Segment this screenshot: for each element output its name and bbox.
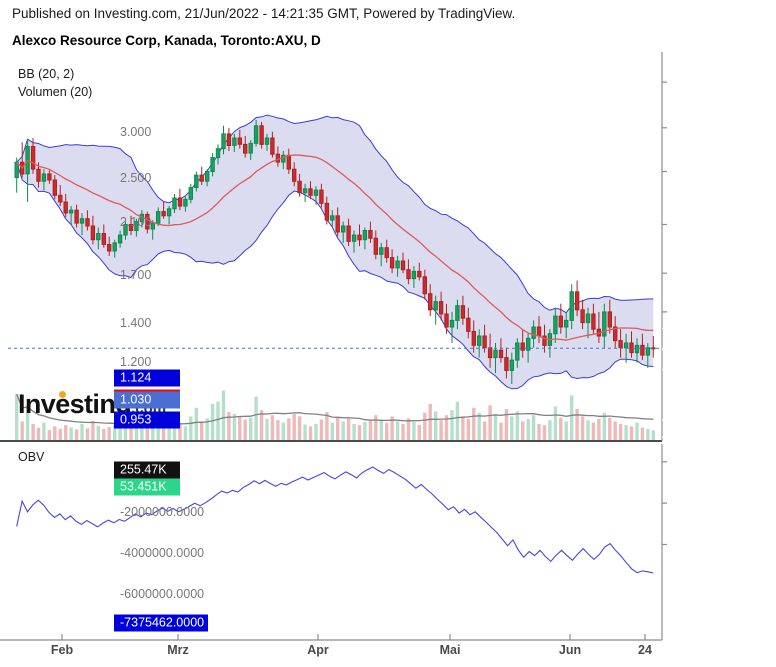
published-line: Published on Investing.com, 21/Jun/2022 …: [12, 6, 516, 21]
time-axis-label: Mai: [439, 643, 461, 657]
price-badge[interactable]: 53.451K: [114, 478, 180, 496]
obv-axis-tick: -2000000.0000: [120, 504, 205, 519]
price-axis-tick: 2.100: [120, 214, 152, 229]
price-badge[interactable]: 255.47K: [114, 461, 180, 479]
price-axis-tick: 3.000: [120, 125, 152, 140]
obv-badge[interactable]: -7375462.0000: [114, 614, 209, 632]
price-badge[interactable]: 1.124: [114, 369, 180, 387]
chart-canvas[interactable]: [0, 50, 776, 662]
time-axis-label: Apr: [307, 643, 329, 657]
price-axis-tick: 1.700: [120, 267, 152, 282]
time-axis-label: Jun: [558, 643, 582, 657]
chart-container[interactable]: BB (20, 2) Volumen (20) OBV Investing.co…: [0, 50, 776, 662]
legend-volume: Volumen (20): [18, 85, 93, 99]
price-axis-tick: 2.500: [120, 170, 152, 185]
price-axis-tick: 1.400: [120, 316, 152, 331]
price-badge[interactable]: 1.030: [114, 391, 180, 409]
price-axis-tick: 1.200: [120, 354, 152, 369]
time-axis-label: 24: [638, 643, 652, 657]
instrument-title: Alexco Resource Corp, Kanada, Toronto:AX…: [12, 33, 321, 48]
legend-bollinger: BB (20, 2): [18, 67, 75, 81]
obv-axis-tick: -6000000.0000: [120, 587, 205, 602]
price-badge[interactable]: 0.953: [114, 411, 180, 429]
legend-obv: OBV: [18, 450, 45, 464]
time-axis-label: Feb: [50, 643, 74, 657]
obv-axis-tick: -4000000.0000: [120, 546, 205, 561]
time-axis-label: Mrz: [167, 643, 189, 657]
